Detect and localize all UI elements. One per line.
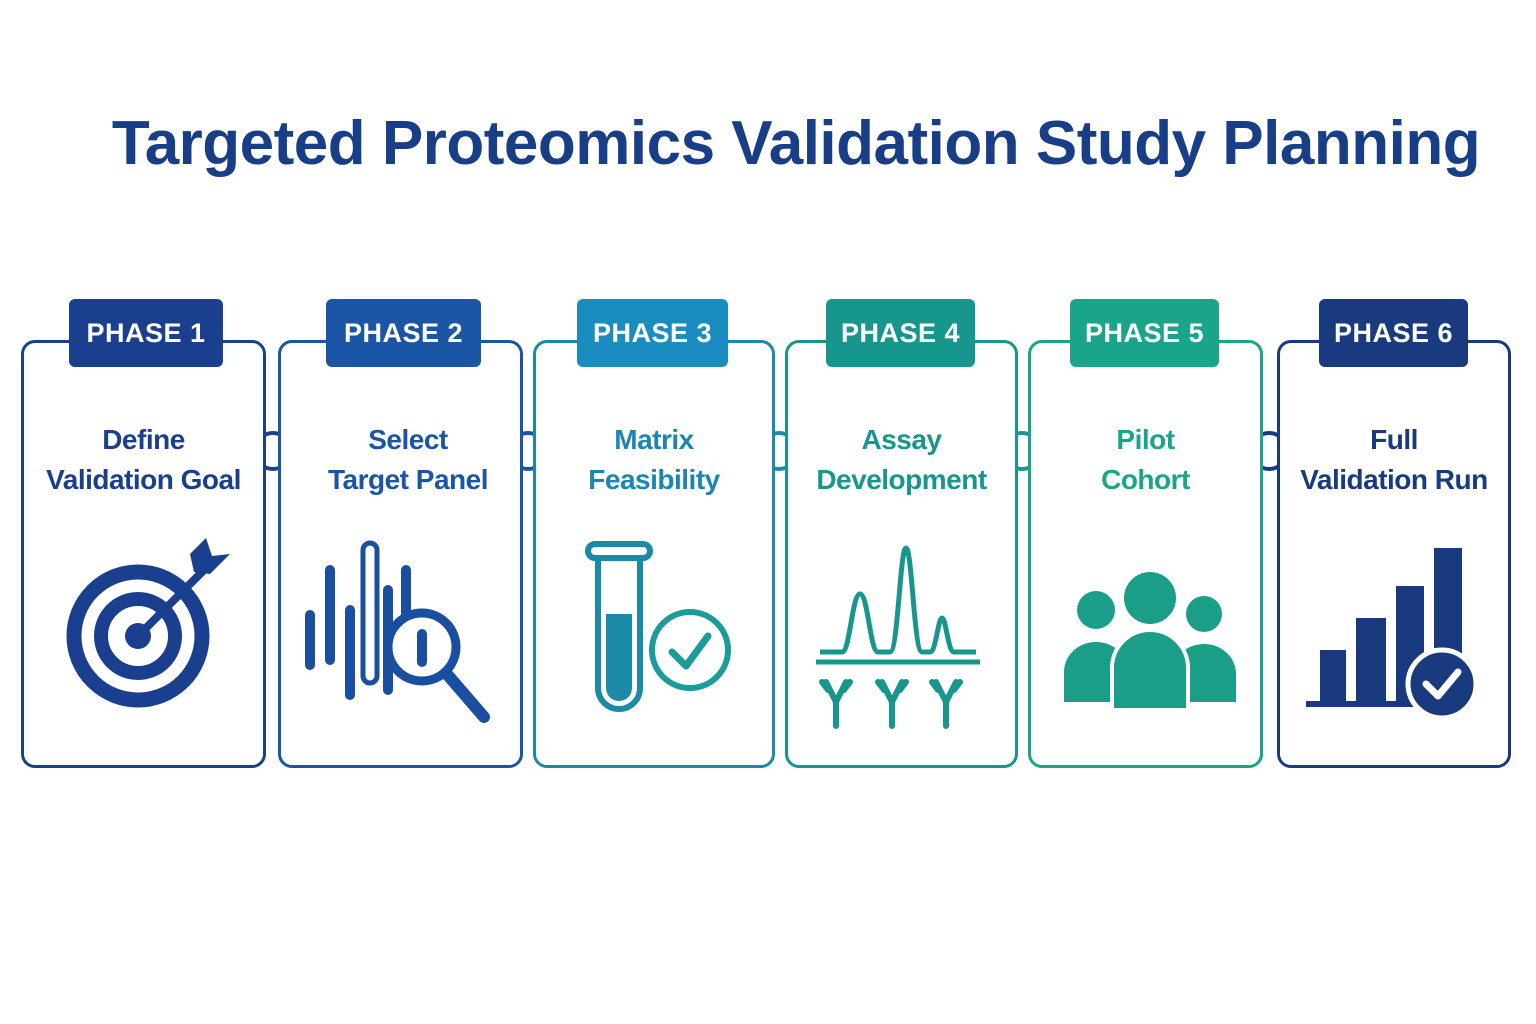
phase-badge-6: PHASE 6 [1319, 299, 1468, 367]
phase-label-1-line2: Validation Goal [46, 464, 241, 495]
target-arrow-icon [66, 538, 230, 708]
phase-label-3-line1: Matrix [614, 424, 694, 455]
phase-badge-2: PHASE 2 [326, 299, 481, 367]
phase-label-4: Assay Development [785, 420, 1018, 510]
phase-label-6-line1: Full [1370, 424, 1418, 455]
phase-label-2: Select Target Panel [278, 420, 538, 510]
phase-label-1-line1: Define [102, 424, 185, 455]
phase-card-3 [533, 340, 775, 768]
phase-label-3: Matrix Feasibility [533, 420, 775, 510]
magnifier-bars-icon [305, 540, 490, 723]
test-tube-check-icon [585, 541, 731, 712]
phase-label-4-line1: Assay [861, 424, 942, 455]
bar-chart-check-icon [1306, 548, 1479, 721]
phase-label-5-line2: Cohort [1101, 464, 1190, 495]
people-group-icon [1064, 572, 1236, 712]
phase-badge-5: PHASE 5 [1070, 299, 1219, 367]
phase-badge-3: PHASE 3 [577, 299, 728, 367]
phase-badge-4: PHASE 4 [826, 299, 975, 367]
page-title: Targeted Proteomics Validation Study Pla… [111, 109, 1481, 178]
phase-label-5-line1: Pilot [1116, 424, 1175, 455]
phase-label-2-line1: Select [368, 424, 448, 455]
phase-label-6: Full Validation Run [1277, 420, 1511, 510]
phase-label-4-line2: Development [816, 464, 987, 495]
chromatogram-antibody-icon [816, 545, 980, 729]
phase-label-6-line2: Validation Run [1300, 464, 1488, 495]
phase-badge-1: PHASE 1 [69, 299, 223, 367]
phase-label-3-line2: Feasibility [588, 464, 720, 495]
phase-card-2 [278, 340, 523, 768]
phase-label-1: Define Validation Goal [21, 420, 266, 510]
phase-label-2-line2: Target Panel [328, 464, 488, 495]
phase-label-5: Pilot Cohort [1028, 420, 1263, 510]
